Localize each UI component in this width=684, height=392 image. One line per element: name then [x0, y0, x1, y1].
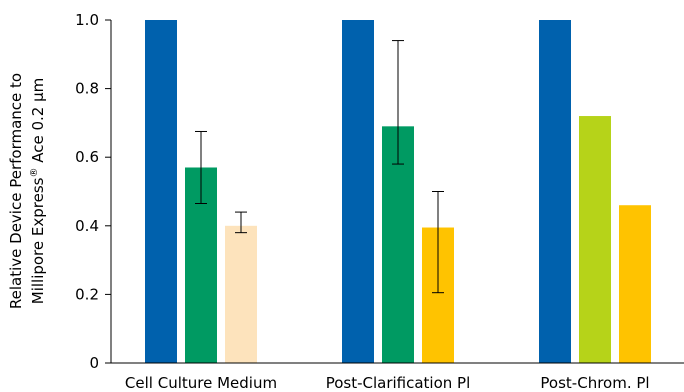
y-axis-title-line1: Relative Device Performance to: [7, 73, 25, 309]
y-tick-label: 0: [89, 354, 99, 372]
y-tick-label: 0.4: [75, 217, 99, 235]
bar: [145, 20, 177, 363]
bar: [342, 20, 374, 363]
y-axis-title-line2-end: Ace 0.2 µm: [29, 78, 47, 168]
y-tick-label: 0.2: [75, 285, 99, 303]
category-label: Post-Clarification Pl: [326, 374, 471, 392]
bar: [619, 205, 651, 363]
bar: [539, 20, 571, 363]
error-bars-layer: [195, 40, 444, 294]
y-tick-label: 0.8: [75, 80, 99, 98]
bar: [225, 225, 257, 363]
y-axis-title-registered-mark: ®: [29, 168, 40, 178]
bars-layer: [145, 20, 651, 363]
category-labels-layer: Cell Culture Medium Post-Clarification Pl…: [125, 374, 650, 392]
y-axis-title-line2-main: Millipore Express: [29, 177, 47, 304]
y-tick-label: 0.6: [75, 148, 99, 166]
y-tick-label: 1.0: [75, 11, 99, 29]
bar: [382, 126, 414, 363]
bar: [579, 116, 611, 363]
y-ticks-layer: 0 0.2 0.4 0.6 0.8 1.0: [75, 11, 111, 372]
y-axis-title-line2: Millipore Express® Ace 0.2 µm: [29, 78, 47, 305]
category-label: Post-Chrom. Pl: [540, 374, 649, 392]
category-label: Cell Culture Medium: [125, 374, 277, 392]
